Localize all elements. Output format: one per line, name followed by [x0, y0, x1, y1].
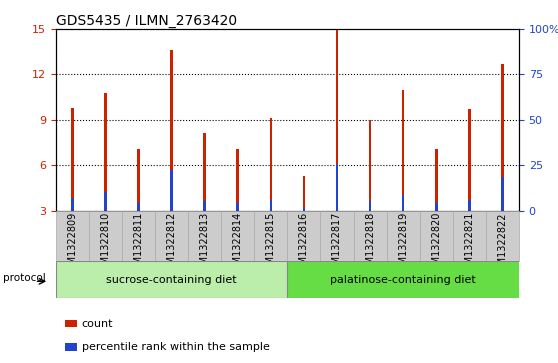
Bar: [71, 199, 74, 211]
Text: palatinose-containing diet: palatinose-containing diet: [330, 274, 476, 285]
Text: GSM1322813: GSM1322813: [200, 212, 210, 277]
Bar: [501, 177, 504, 211]
FancyBboxPatch shape: [155, 211, 188, 261]
Bar: [302, 176, 305, 211]
Bar: [435, 148, 437, 211]
Text: GSM1322816: GSM1322816: [299, 212, 309, 277]
Text: sucrose-containing diet: sucrose-containing diet: [106, 274, 237, 285]
Text: GSM1322818: GSM1322818: [365, 212, 375, 277]
Bar: [402, 90, 405, 211]
FancyBboxPatch shape: [486, 211, 519, 261]
Bar: [170, 50, 173, 211]
Bar: [203, 201, 206, 211]
Text: GSM1322815: GSM1322815: [266, 212, 276, 277]
Text: GSM1322821: GSM1322821: [464, 212, 474, 277]
FancyBboxPatch shape: [56, 261, 287, 298]
Bar: [336, 164, 338, 211]
Bar: [170, 170, 173, 211]
Bar: [302, 208, 305, 211]
FancyBboxPatch shape: [65, 343, 77, 351]
Bar: [369, 201, 372, 211]
Text: protocol: protocol: [3, 273, 46, 283]
Bar: [270, 118, 272, 211]
FancyBboxPatch shape: [221, 211, 254, 261]
Text: GSM1322822: GSM1322822: [497, 212, 507, 278]
Bar: [402, 195, 405, 211]
FancyBboxPatch shape: [56, 211, 89, 261]
Bar: [104, 192, 107, 211]
FancyBboxPatch shape: [65, 320, 77, 327]
Bar: [137, 148, 140, 211]
Text: GSM1322809: GSM1322809: [68, 212, 78, 277]
Bar: [137, 203, 140, 211]
Bar: [71, 108, 74, 211]
Text: GSM1322814: GSM1322814: [233, 212, 243, 277]
FancyBboxPatch shape: [254, 211, 287, 261]
Text: percentile rank within the sample: percentile rank within the sample: [81, 342, 270, 352]
Text: GSM1322817: GSM1322817: [332, 212, 342, 277]
FancyBboxPatch shape: [89, 211, 122, 261]
Text: GSM1322811: GSM1322811: [133, 212, 143, 277]
FancyBboxPatch shape: [287, 211, 320, 261]
Bar: [468, 109, 470, 211]
Text: GSM1322812: GSM1322812: [167, 212, 176, 277]
Text: GSM1322810: GSM1322810: [100, 212, 110, 277]
Bar: [270, 200, 272, 211]
FancyBboxPatch shape: [320, 211, 354, 261]
Text: GSM1322820: GSM1322820: [431, 212, 441, 277]
FancyBboxPatch shape: [287, 261, 519, 298]
FancyBboxPatch shape: [420, 211, 453, 261]
Bar: [336, 29, 338, 211]
Bar: [369, 120, 372, 211]
FancyBboxPatch shape: [387, 211, 420, 261]
Bar: [501, 64, 504, 211]
Bar: [237, 203, 239, 211]
Bar: [435, 203, 437, 211]
FancyBboxPatch shape: [453, 211, 486, 261]
FancyBboxPatch shape: [122, 211, 155, 261]
Text: GSM1322819: GSM1322819: [398, 212, 408, 277]
Text: GDS5435 / ILMN_2763420: GDS5435 / ILMN_2763420: [56, 14, 237, 28]
Text: count: count: [81, 318, 113, 329]
Bar: [203, 134, 206, 211]
Bar: [237, 148, 239, 211]
Bar: [468, 200, 470, 211]
FancyBboxPatch shape: [354, 211, 387, 261]
Bar: [104, 93, 107, 211]
FancyBboxPatch shape: [188, 211, 221, 261]
